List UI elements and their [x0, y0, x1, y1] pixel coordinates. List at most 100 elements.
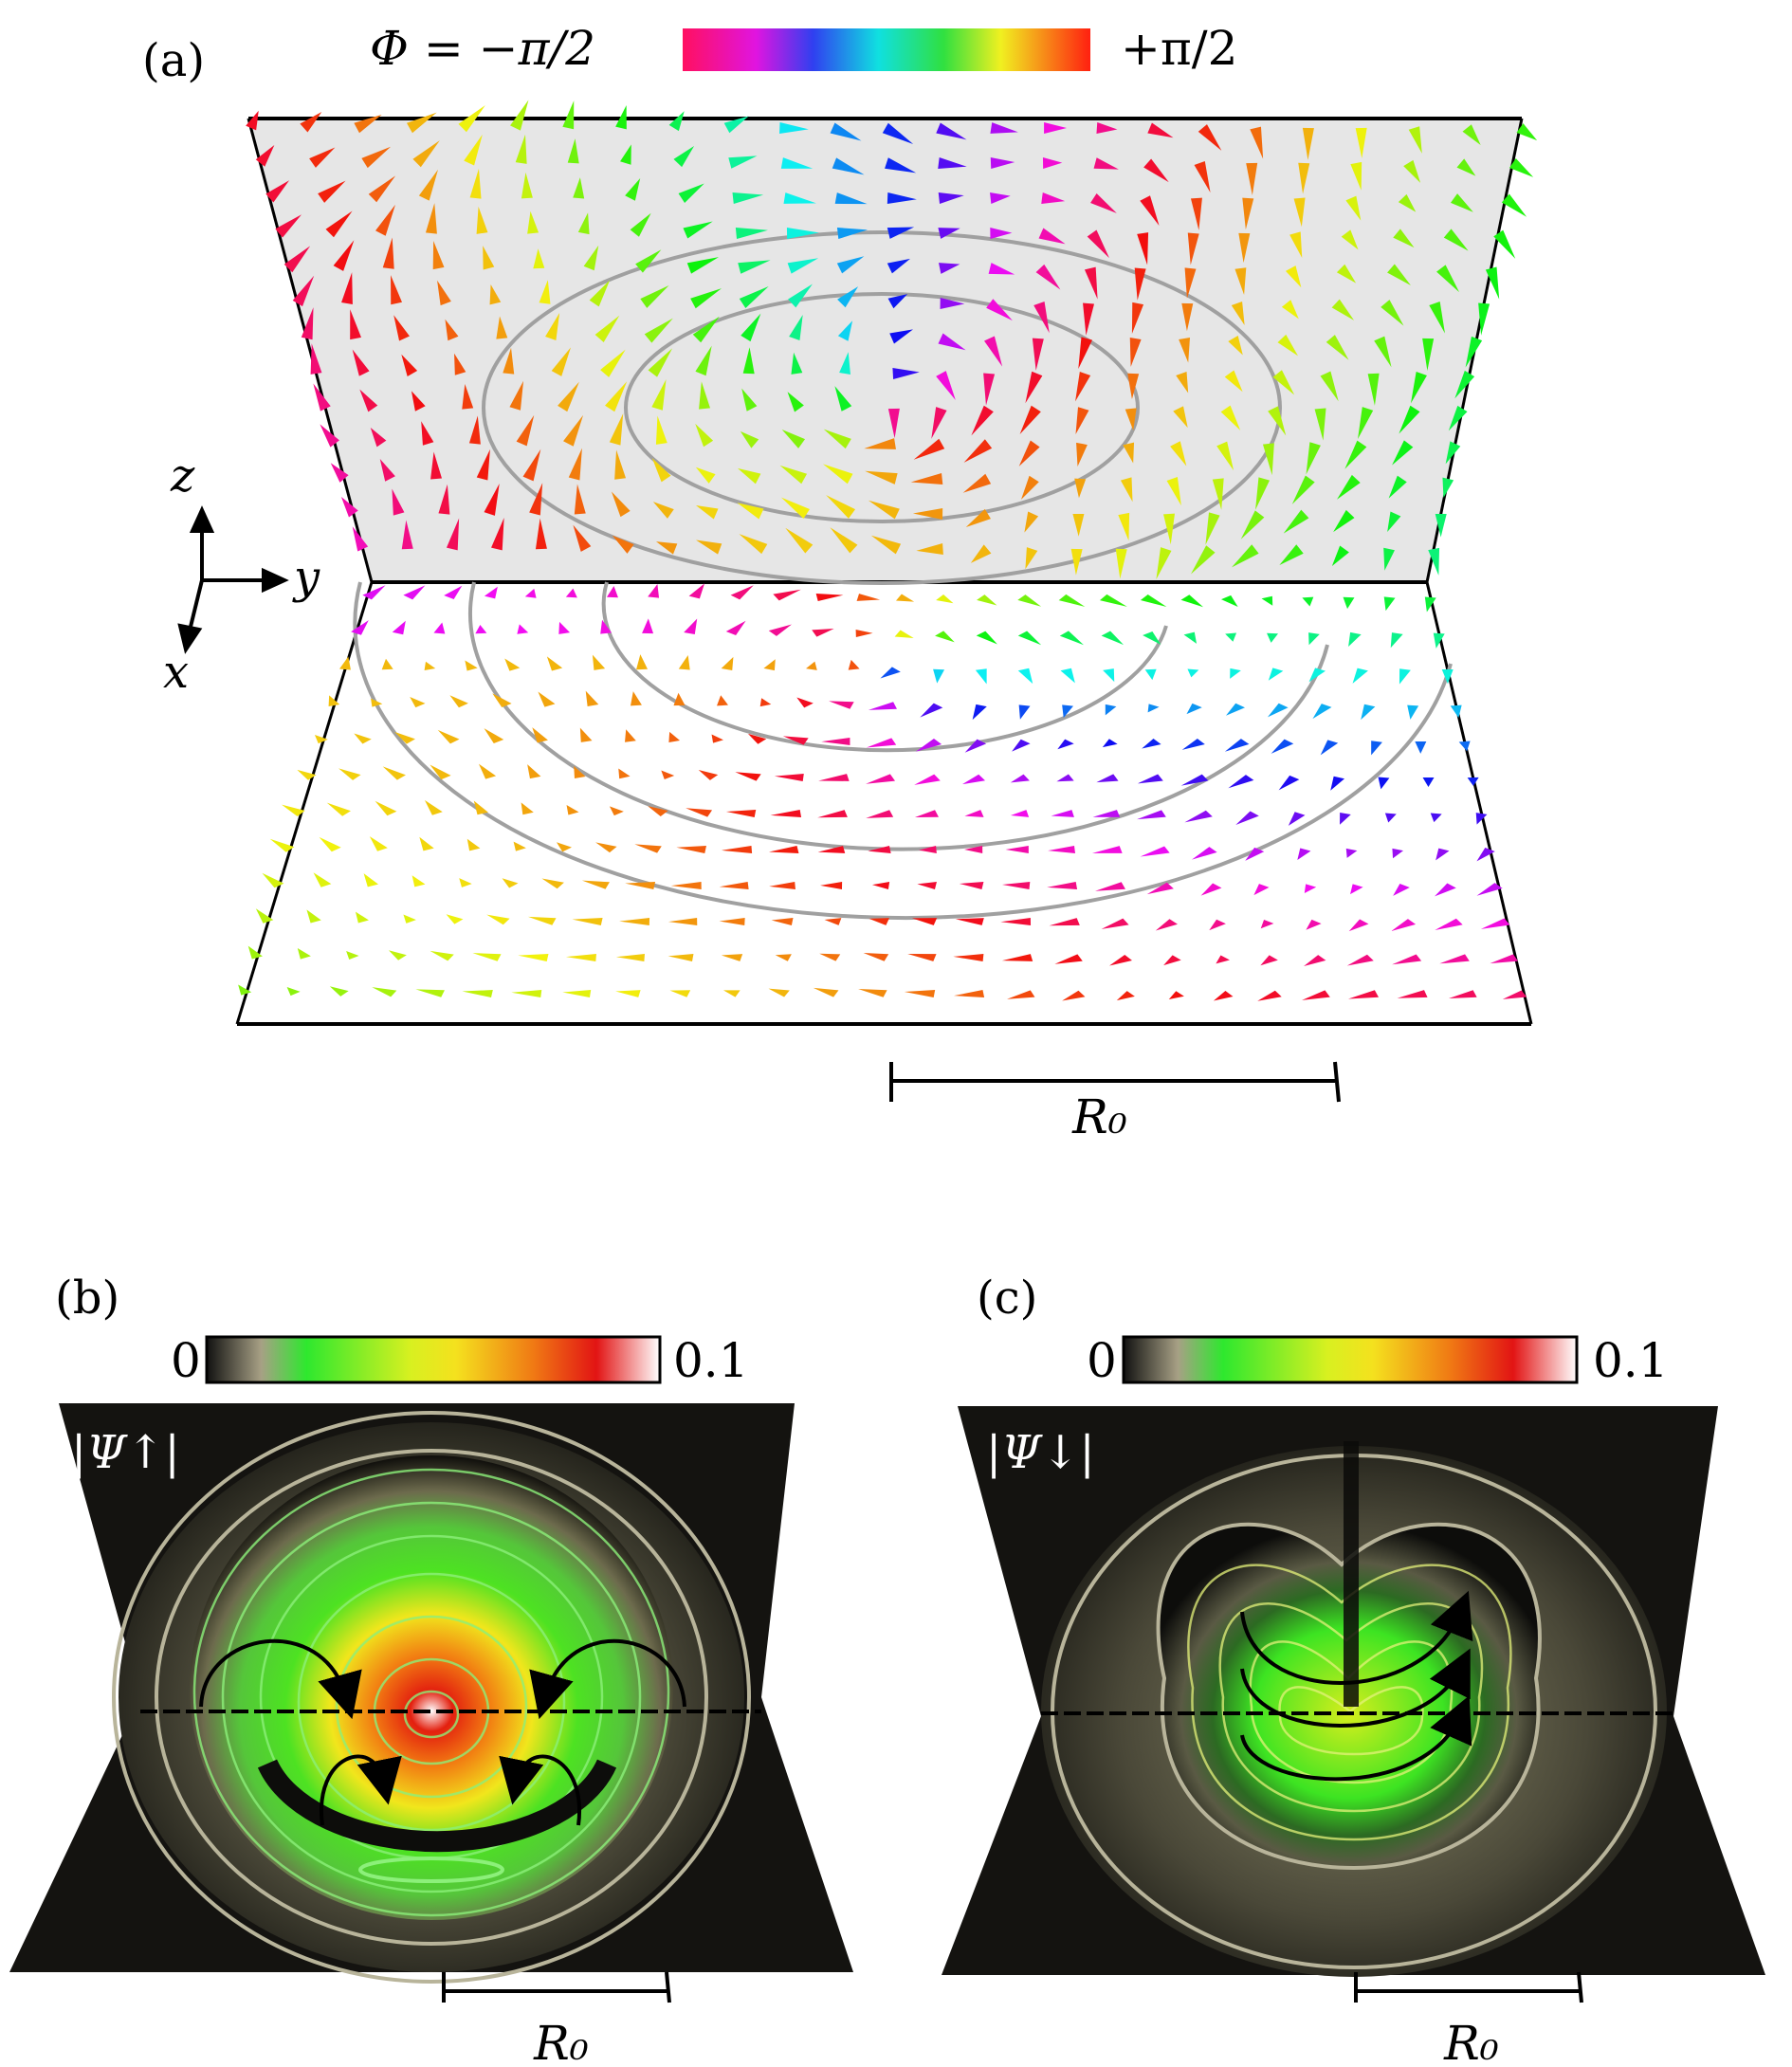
spin-arrow: [1476, 848, 1495, 862]
spin-arrow: [606, 585, 618, 598]
spin-arrow: [1272, 370, 1295, 395]
spin-arrow: [763, 659, 776, 671]
spin-arrow: [615, 990, 641, 997]
spin-arrow: [1000, 918, 1032, 925]
spin-arrow: [618, 768, 631, 779]
spin-arrow: [341, 272, 353, 304]
spin-arrow: [1388, 475, 1407, 499]
spin-arrow: [466, 838, 481, 851]
spin-arrow: [728, 155, 758, 169]
spin-arrow: [379, 459, 395, 482]
spin-arrow: [668, 111, 685, 132]
spin-arrow: [933, 668, 945, 684]
spin-arrow: [412, 140, 440, 168]
spin-arrow: [1285, 265, 1302, 288]
spin-arrow: [1308, 632, 1320, 646]
spin-arrow: [789, 315, 803, 341]
spin-arrow: [444, 585, 463, 599]
spin-arrow: [739, 286, 769, 309]
spin-arrow: [585, 690, 599, 706]
spin-arrow: [839, 352, 850, 375]
spin-arrow: [741, 313, 761, 342]
scale-bar-a: [889, 1061, 1341, 1103]
spin-arrow: [1186, 703, 1202, 715]
spin-arrow: [1059, 631, 1084, 646]
spin-arrow: [325, 210, 353, 238]
spin-arrow: [739, 534, 768, 555]
spin-arrow: [938, 333, 966, 351]
spin-arrow: [247, 945, 263, 960]
spin-arrow: [1283, 509, 1309, 534]
spin-arrow: [815, 594, 844, 601]
spin-arrow: [1001, 882, 1031, 889]
spin-arrow: [1228, 335, 1243, 356]
spin-arrow: [1163, 513, 1175, 545]
spin-arrow: [1176, 371, 1189, 393]
spin-arrow: [866, 810, 894, 818]
spin-arrow: [819, 953, 841, 961]
spin-arrow: [635, 249, 662, 273]
spin-arrow: [914, 774, 941, 785]
spin-arrow: [421, 421, 434, 446]
spin-arrow: [370, 428, 387, 448]
spin-arrow: [1441, 668, 1454, 685]
scale-label-a: R₀: [1071, 1089, 1127, 1144]
spin-arrow: [667, 954, 694, 961]
spin-arrow: [771, 918, 794, 925]
spin-arrow: [1224, 370, 1243, 393]
spin-arrow: [747, 733, 767, 744]
spin-arrow: [1187, 232, 1199, 265]
spin-arrow: [1312, 704, 1332, 720]
spin-arrow: [1341, 229, 1359, 250]
spin-arrow: [1302, 596, 1314, 607]
spin-arrow: [1450, 704, 1462, 719]
spin-arrow: [1422, 338, 1435, 371]
spin-arrow: [721, 954, 743, 961]
spin-arrow: [962, 473, 992, 493]
spin-arrow: [238, 984, 252, 996]
spin-arrow: [936, 371, 956, 400]
spin-arrow: [1144, 668, 1157, 681]
spin-arrow: [565, 954, 596, 961]
spin-arrow: [1074, 478, 1087, 499]
spin-arrow: [375, 204, 395, 236]
spin-arrow: [600, 349, 626, 377]
spin-arrow: [1429, 302, 1445, 334]
spin-arrow: [1387, 511, 1401, 533]
spin-arrow: [1293, 197, 1306, 228]
spin-arrow: [1180, 594, 1204, 608]
spin-arrow: [813, 987, 839, 997]
spin-arrow: [476, 206, 488, 234]
spin-arrow: [1381, 300, 1404, 326]
spin-arrow: [836, 256, 865, 274]
spin-arrow: [990, 157, 1015, 169]
spin-arrow: [1094, 882, 1125, 891]
spin-arrow: [955, 918, 984, 925]
spin-arrow: [676, 846, 706, 853]
spin-arrow: [1032, 338, 1044, 371]
spin-arrow: [1358, 407, 1374, 440]
spin-arrow: [983, 373, 996, 406]
spin-arrow: [246, 110, 259, 131]
spin-arrow: [963, 439, 993, 463]
spin-arrow: [255, 144, 275, 167]
spin-arrow: [652, 502, 674, 519]
spin-arrow: [1454, 370, 1475, 399]
spin-arrow: [732, 192, 764, 204]
spin-arrow: [1091, 846, 1123, 853]
spin-arrow: [722, 990, 741, 997]
spin-arrow: [1393, 229, 1415, 248]
spin-arrow: [1347, 990, 1380, 999]
spin-arrow: [600, 619, 613, 634]
spin-arrow: [1320, 371, 1339, 402]
spin-arrow: [935, 631, 955, 643]
spin-arrow: [1087, 229, 1109, 259]
spin-arrow: [1170, 441, 1187, 466]
spin-arrow: [1308, 668, 1326, 683]
spin-arrow: [785, 527, 814, 554]
spin-arrow: [527, 210, 539, 234]
spin-arrow: [1096, 122, 1118, 134]
spin-arrow: [368, 175, 396, 203]
panel-b: (b) 0 0.1: [9, 1271, 853, 2067]
spin-arrow: [887, 408, 900, 439]
